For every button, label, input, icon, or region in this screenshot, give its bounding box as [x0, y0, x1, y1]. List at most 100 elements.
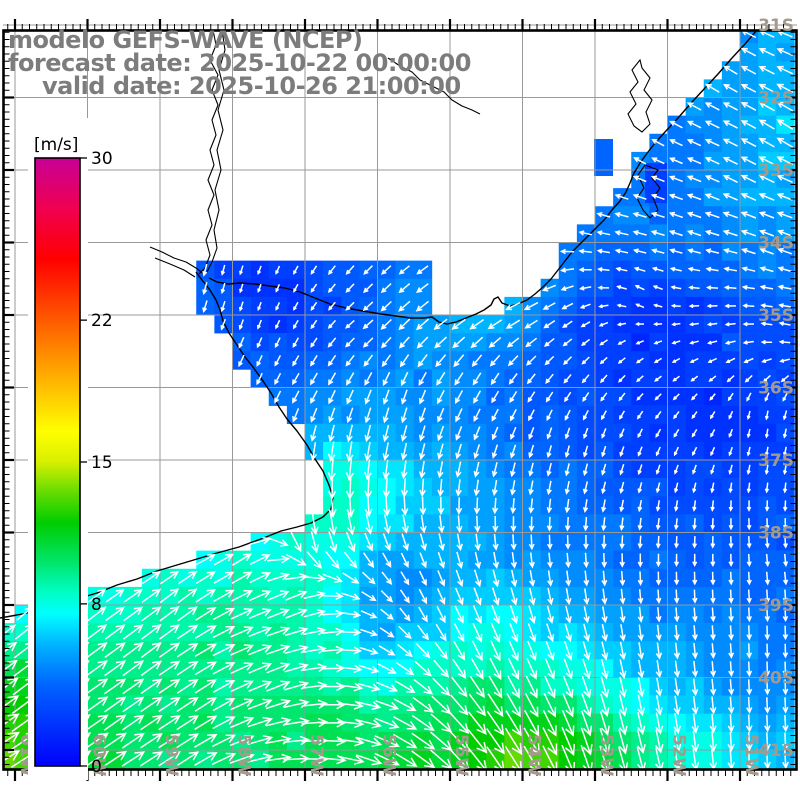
direction-arrow — [671, 340, 681, 345]
direction-arrow — [454, 372, 464, 386]
direction-arrow — [764, 679, 771, 696]
direction-arrow — [746, 696, 753, 715]
direction-arrow — [583, 588, 590, 606]
direction-arrow — [619, 463, 625, 476]
direction-arrow — [601, 623, 609, 642]
direction-arrow — [744, 374, 753, 383]
direction-arrow — [745, 749, 753, 770]
direction-arrow — [565, 605, 572, 624]
direction-arrow — [650, 230, 665, 237]
direction-arrow — [364, 494, 373, 518]
direction-arrow — [673, 730, 682, 754]
direction-arrow — [728, 428, 733, 438]
direction-arrow — [3, 731, 20, 744]
direction-arrow — [257, 301, 262, 312]
direction-arrow — [764, 446, 769, 457]
direction-arrow — [724, 303, 736, 309]
direction-arrow — [455, 390, 464, 405]
direction-arrow — [286, 553, 307, 566]
direction-arrow — [601, 463, 607, 476]
direction-arrow — [722, 211, 739, 219]
direction-arrow — [292, 408, 300, 423]
direction-arrow — [654, 393, 662, 401]
longitude-label: 53W — [596, 734, 616, 777]
direction-arrow — [284, 662, 309, 673]
latitude-label: 35S — [758, 306, 794, 326]
map-border — [2, 29, 798, 771]
river-path — [198, 29, 219, 275]
direction-arrow — [364, 407, 372, 424]
direction-arrow — [742, 321, 755, 327]
direction-arrow — [212, 626, 236, 639]
direction-arrow — [436, 371, 446, 386]
direction-arrow — [616, 303, 627, 308]
direction-arrow — [249, 554, 271, 565]
direction-arrow — [292, 355, 300, 367]
direction-arrow — [722, 138, 738, 147]
direction-arrow — [655, 695, 663, 716]
direction-arrow — [758, 156, 775, 166]
direction-arrow — [777, 247, 793, 255]
direction-arrow — [328, 424, 335, 443]
direction-arrow — [194, 625, 217, 639]
direction-arrow — [691, 730, 700, 753]
direction-arrow — [727, 392, 734, 402]
direction-arrow — [327, 458, 336, 482]
direction-arrow — [692, 589, 698, 604]
direction-arrow — [633, 157, 647, 165]
direction-arrow — [470, 658, 484, 680]
direction-arrow — [709, 696, 717, 715]
longitude-label: 52W — [669, 734, 689, 777]
direction-arrow — [257, 283, 262, 293]
direction-arrow — [320, 682, 346, 692]
direction-arrow — [579, 303, 591, 309]
direction-arrow — [434, 336, 448, 349]
direction-arrow — [337, 755, 365, 765]
direction-arrow — [508, 373, 518, 385]
direction-arrow — [345, 301, 355, 311]
map-frame — [2, 19, 798, 781]
wave-speed-cell — [631, 768, 650, 770]
wave-speed-cell — [486, 768, 505, 770]
wave-speed-cell — [341, 768, 360, 770]
direction-arrow — [564, 516, 571, 532]
direction-arrow — [526, 658, 538, 680]
direction-arrow — [580, 710, 593, 737]
direction-arrow — [764, 643, 771, 659]
direction-arrow — [655, 571, 662, 586]
direction-arrow — [581, 676, 592, 699]
direction-arrow — [437, 479, 444, 497]
direction-arrow — [510, 516, 517, 533]
direction-arrow — [455, 497, 463, 515]
direction-arrow — [783, 536, 788, 549]
direction-arrow — [543, 692, 557, 718]
direction-arrow — [509, 444, 517, 459]
direction-arrow — [104, 642, 126, 659]
direction-arrow — [380, 336, 392, 349]
direction-arrow — [310, 372, 318, 386]
direction-arrow — [686, 211, 702, 219]
direction-arrow — [601, 481, 607, 495]
direction-arrow — [510, 569, 518, 588]
direction-arrow — [782, 464, 788, 475]
direction-arrow — [709, 678, 717, 696]
direction-arrow — [345, 319, 355, 329]
direction-arrow — [327, 319, 337, 329]
direction-arrow — [524, 710, 540, 737]
direction-arrow — [248, 662, 273, 674]
direction-arrow — [176, 661, 199, 676]
direction-arrow — [362, 301, 374, 312]
direction-arrow — [686, 102, 702, 111]
direction-arrow — [450, 694, 469, 716]
direction-arrow — [674, 553, 680, 568]
direction-arrow — [506, 693, 521, 718]
direction-arrow — [728, 571, 734, 586]
direction-arrow — [599, 728, 611, 756]
direction-arrow — [85, 696, 109, 713]
direction-arrow — [338, 682, 364, 692]
direction-arrow — [691, 625, 698, 641]
direction-arrow — [248, 680, 273, 692]
direction-arrow — [578, 248, 592, 254]
wave-speed-cell — [214, 768, 233, 770]
colorbar-tick-label: 0 — [91, 757, 102, 777]
